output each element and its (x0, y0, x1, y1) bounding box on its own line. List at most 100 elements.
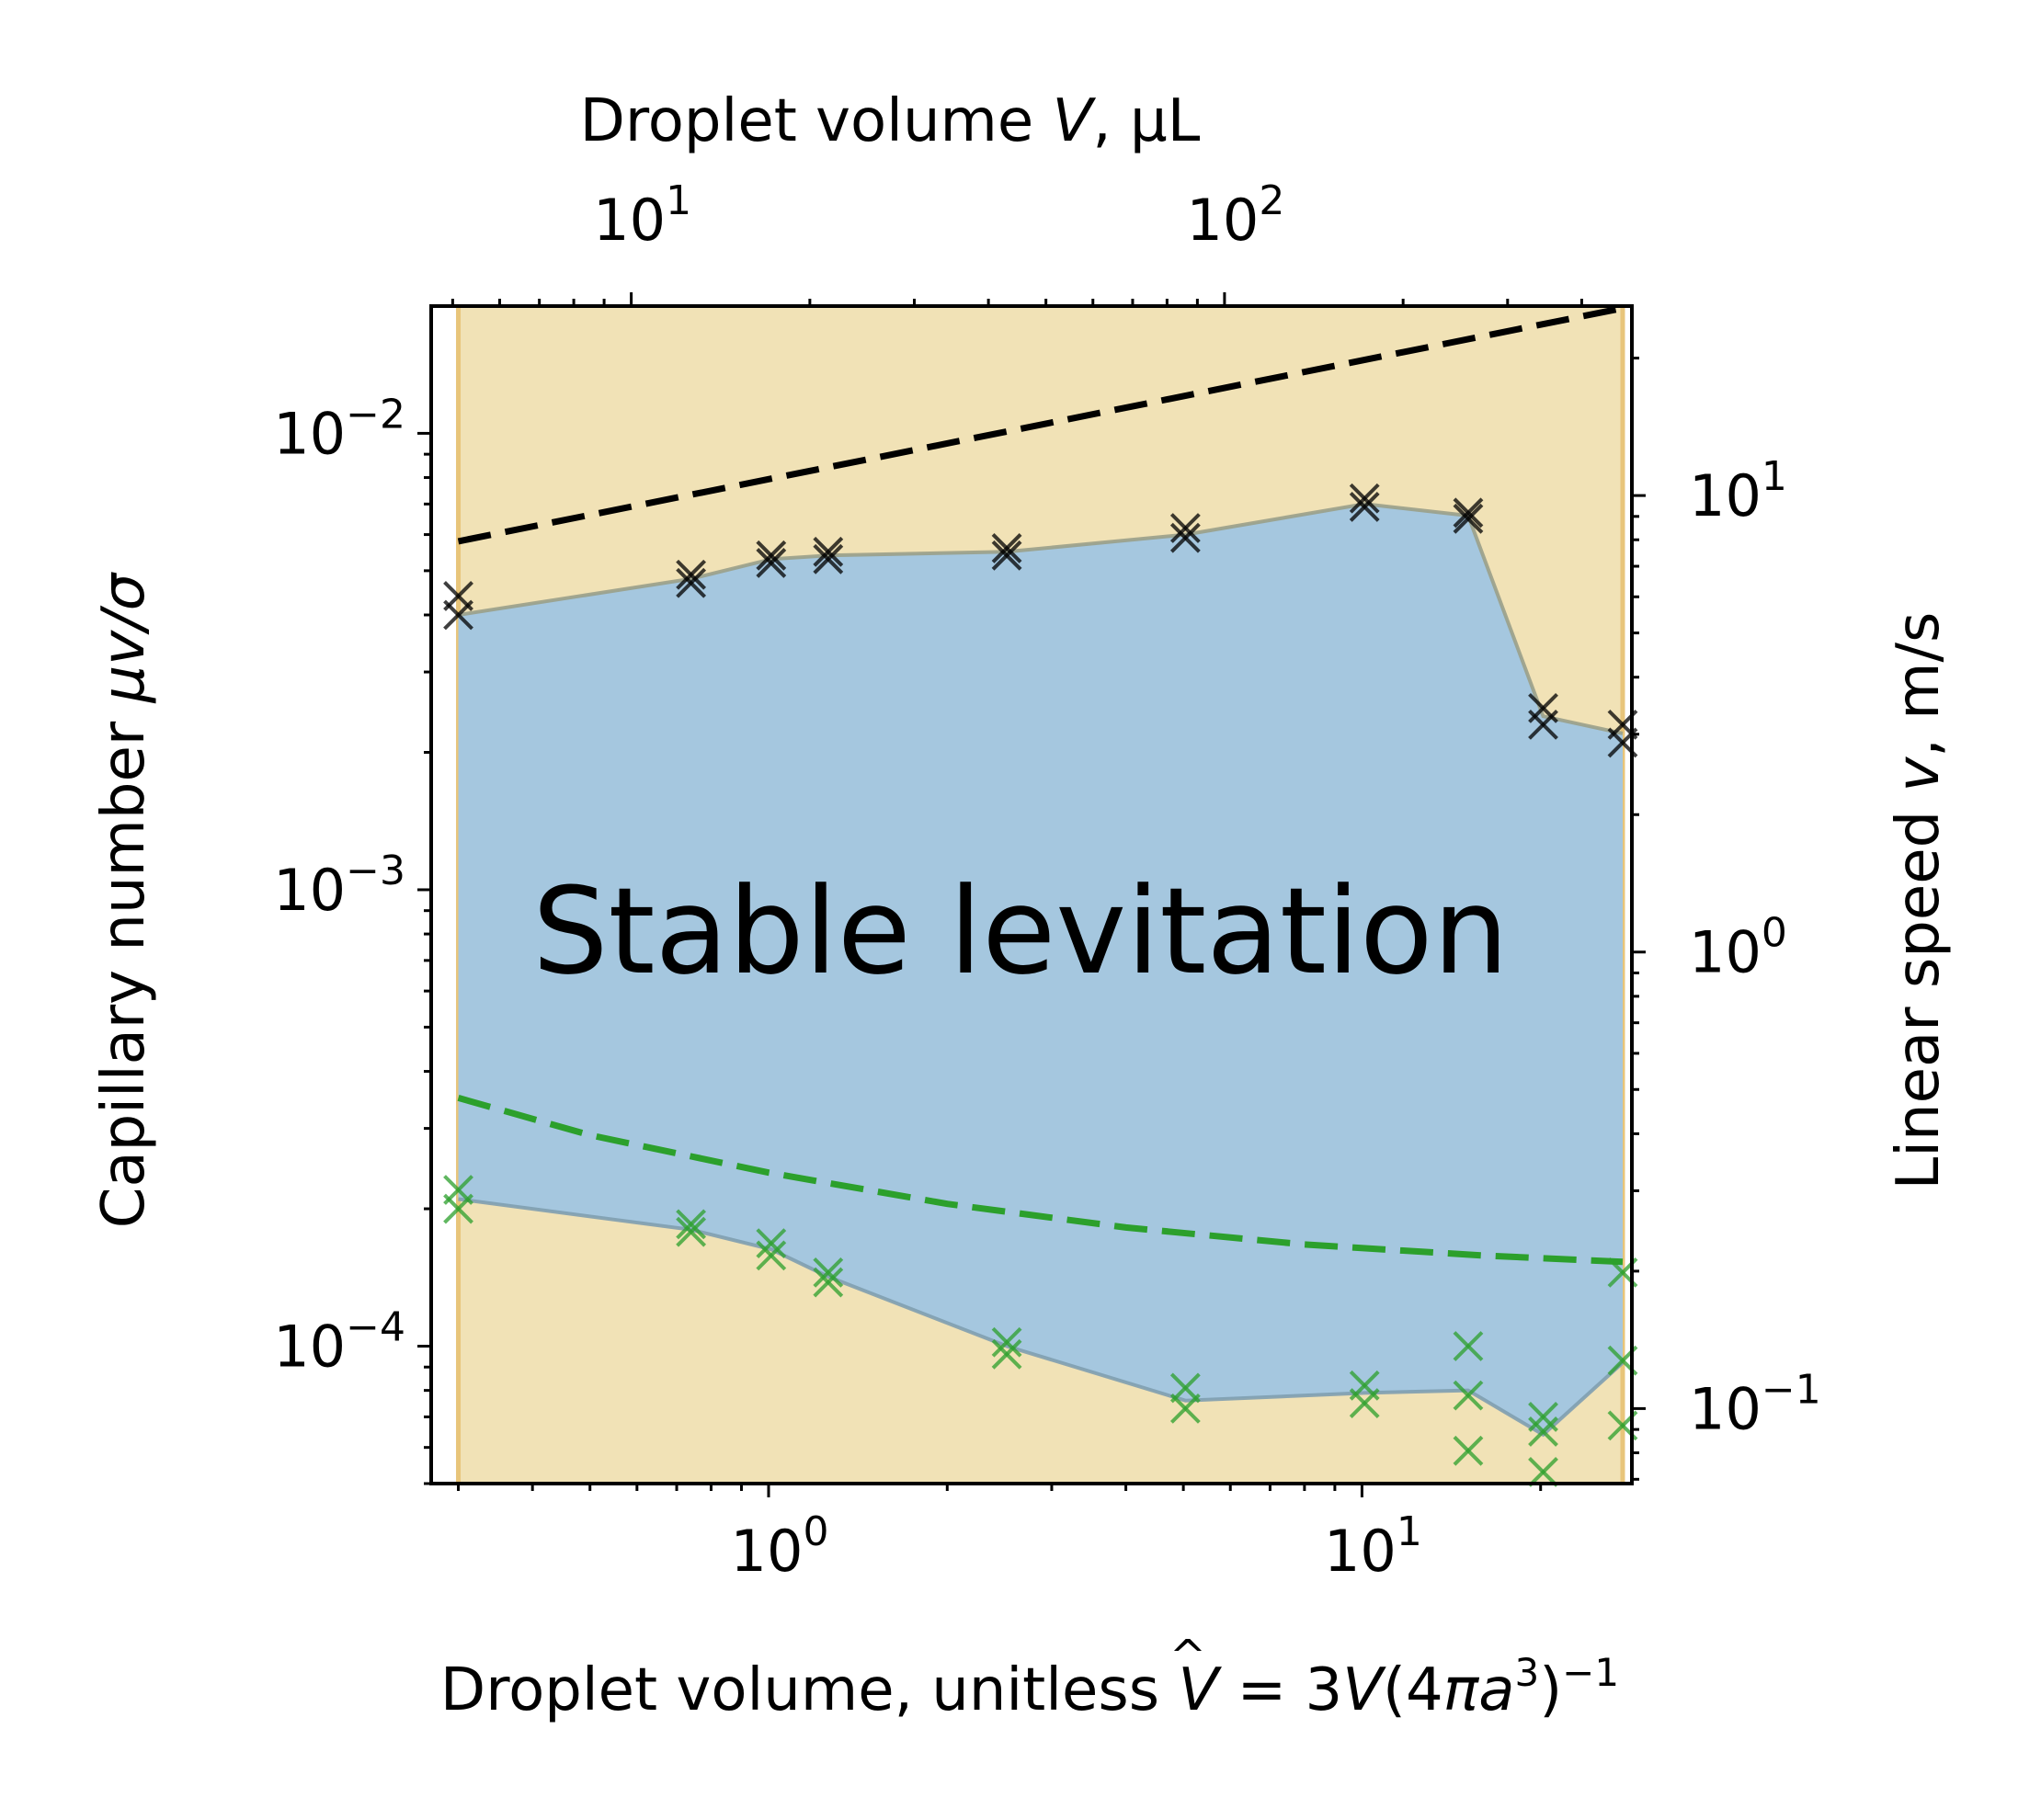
y-axis-label: Capillary number μv/σ (90, 571, 158, 1228)
top-x-tick-label-base: 10 (593, 187, 666, 254)
y-tick-label-exponent: −2 (346, 391, 405, 438)
right-y-tick-label-exponent: −1 (1762, 1366, 1821, 1413)
x-tick-label-base: 10 (731, 1518, 804, 1585)
lower-marker (756, 1240, 787, 1271)
upper-marker-stroke-b (991, 533, 1022, 563)
top-x-tick-label: 102 (1186, 177, 1284, 254)
x-tick-label: 101 (1324, 1508, 1422, 1585)
upper-marker (1453, 503, 1484, 534)
lower-marker (1528, 1416, 1558, 1447)
lower-marker-stroke-b (991, 1326, 1022, 1358)
ticks-layer (417, 292, 1646, 1497)
upper-marker-stroke-b (1169, 513, 1201, 543)
top-x-tick-label-base: 10 (1186, 187, 1259, 254)
right-y-tick-label: 100 (1689, 910, 1787, 986)
stable-region (458, 504, 1623, 1435)
lower-marker-stroke-b (813, 1257, 844, 1288)
right-y-tick-label-exponent: 1 (1762, 453, 1787, 500)
right-y-tick-label-base: 10 (1689, 1375, 1762, 1442)
upper-marker (991, 540, 1022, 571)
upper-marker-stroke-b (1453, 497, 1484, 529)
upper-marker-stroke-b (676, 559, 707, 590)
lower-marker-stroke-b (756, 1240, 787, 1271)
lower-marker (676, 1216, 707, 1247)
y-tick-label: 10−3 (273, 847, 405, 924)
markers-layer (443, 483, 1638, 1487)
lower-marker (813, 1267, 844, 1298)
upper-marker (813, 536, 844, 567)
x-tick-label-base: 10 (1324, 1518, 1397, 1585)
upper-marker-stroke-b (1528, 709, 1558, 740)
y-tick-label: 10−2 (273, 391, 405, 467)
upper-marker-stroke-b (756, 540, 787, 571)
upper-marker (1169, 522, 1201, 553)
lower-dashed-line (457, 1095, 1624, 1266)
upper-marker (1453, 497, 1484, 529)
y-tick-label-base: 10 (273, 400, 346, 467)
lower-marker-stroke-b (1528, 1416, 1558, 1447)
x-tick-label-exponent: 0 (803, 1508, 828, 1555)
lower-marker (1528, 1402, 1558, 1432)
right-y-tick-label: 10−1 (1689, 1366, 1821, 1442)
lower-marker (1169, 1393, 1201, 1424)
x-tick-label-exponent: 1 (1397, 1508, 1422, 1555)
right-y-tick-label-base: 10 (1689, 462, 1762, 529)
upper-marker-stroke-b (813, 543, 844, 574)
upper-marker-stroke-b (1169, 522, 1201, 553)
top-x-tick-label-exponent: 1 (666, 177, 691, 224)
upper-marker (756, 548, 787, 578)
x-axis-label: Droplet volume, unitless V = 3V(4πa3)−1 (440, 1650, 1619, 1724)
upper-marker (676, 559, 707, 590)
stable-levitation-annotation: Stable levitation (532, 861, 1509, 1001)
top-x-tick-label-exponent: 2 (1259, 177, 1284, 224)
upper-marker (1528, 709, 1558, 740)
plot-frame (429, 304, 1634, 1485)
upper-marker (813, 543, 844, 574)
upper-marker-stroke-b (756, 548, 787, 578)
y-tick-label: 10−4 (273, 1304, 405, 1381)
upper-marker-stroke-b (1349, 492, 1380, 522)
lower-marker-stroke-b (1169, 1393, 1201, 1424)
upper-stability-boundary (458, 502, 1624, 735)
lower-marker-stroke-b (676, 1209, 707, 1240)
y-tick-label-exponent: −4 (346, 1304, 405, 1351)
lines-layer (457, 304, 1624, 1266)
lower-marker-stroke-b (813, 1267, 844, 1298)
lower-marker-stroke-b (1453, 1380, 1484, 1411)
upper-marker (1169, 513, 1201, 543)
top-x-axis-label: Droplet volume V, μL (580, 87, 1201, 155)
y-tick-label-exponent: −3 (346, 847, 405, 894)
lower-marker-stroke-b (443, 1193, 473, 1224)
upper-marker (991, 533, 1022, 563)
x-axis-label-hat: ^ (1169, 1631, 1206, 1682)
regions-layer (456, 306, 1625, 1484)
lower-marker-stroke-b (1528, 1402, 1558, 1432)
lower-marker (991, 1338, 1022, 1370)
upper-marker-stroke-b (813, 536, 844, 567)
upper-marker-stroke-b (991, 540, 1022, 571)
lower-marker (1453, 1331, 1484, 1361)
x-tick-label: 100 (731, 1508, 829, 1585)
lower-marker (1349, 1388, 1380, 1418)
lower-marker-stroke-b (676, 1216, 707, 1247)
lower-marker (813, 1257, 844, 1288)
right-y-tick-label: 101 (1689, 453, 1787, 529)
top-x-tick-label: 101 (593, 177, 691, 254)
lower-stability-boundary (458, 1197, 1625, 1438)
upper-dashed-line (457, 304, 1624, 545)
lower-marker-stroke-b (1349, 1388, 1380, 1418)
lower-marker-stroke-b (1453, 1331, 1484, 1361)
right-y-axis-label: Linear speed v, m/s (1885, 612, 1953, 1190)
lower-marker-stroke-b (1453, 1435, 1484, 1466)
lower-marker (991, 1326, 1022, 1358)
lower-marker (1453, 1435, 1484, 1466)
upper-marker (1349, 492, 1380, 522)
lower-marker (1453, 1380, 1484, 1411)
upper-marker (676, 567, 707, 598)
right-y-tick-label-exponent: 0 (1762, 910, 1787, 957)
lower-marker (443, 1193, 473, 1224)
lower-marker (1528, 1457, 1558, 1487)
upper-marker-stroke-b (443, 599, 473, 631)
